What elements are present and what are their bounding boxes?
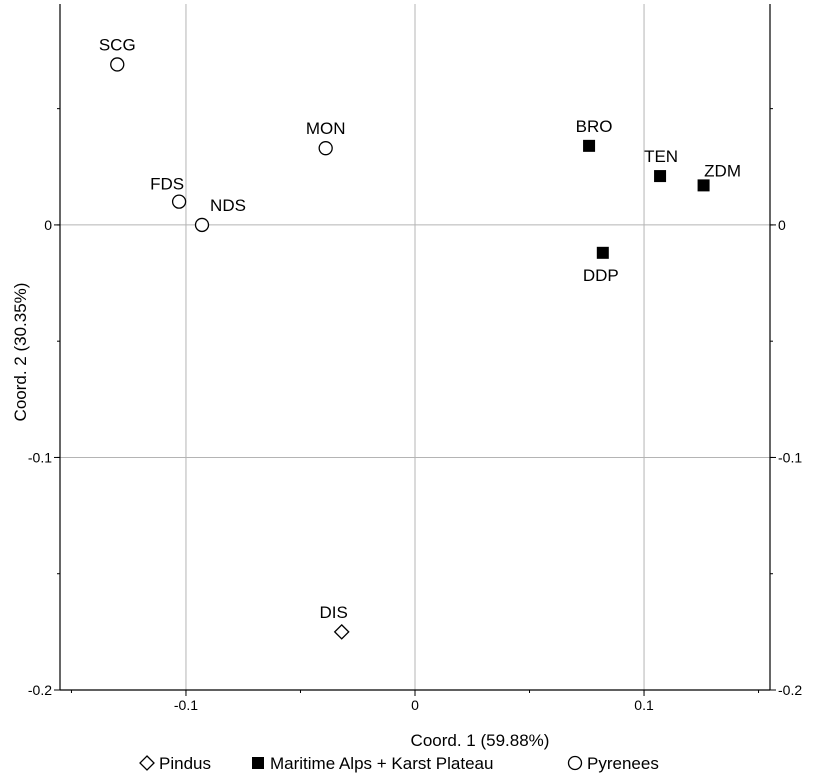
point-label-dis: DIS xyxy=(320,603,348,622)
point-label-bro: BRO xyxy=(576,117,613,136)
x-tick-label: -0.1 xyxy=(174,697,198,713)
data-point-ten xyxy=(654,170,667,183)
data-point-zdm xyxy=(697,179,710,192)
grid xyxy=(60,4,770,691)
y-tick-label: 0 xyxy=(44,217,52,233)
y-tick-label: -0.1 xyxy=(28,449,52,465)
right-tick-label: -0.1 xyxy=(778,449,802,465)
point-label-ten: TEN xyxy=(644,147,678,166)
legend-label-3: Pyrenees xyxy=(587,754,659,773)
legend-marker-3 xyxy=(567,755,583,771)
right-tick-label: -0.2 xyxy=(778,682,802,698)
x-axis-title: Coord. 1 (59.88%) xyxy=(411,731,550,750)
legend: Pindus Maritime Alps + Karst Plateau Pyren… xyxy=(139,754,659,773)
data-point-nds xyxy=(194,217,210,233)
point-label-fds: FDS xyxy=(150,175,184,194)
point-label-mon: MON xyxy=(306,119,346,138)
legend-marker-2 xyxy=(252,757,264,769)
data-point-fds xyxy=(171,194,187,209)
data-point-dis xyxy=(333,623,350,640)
point-label-nds: NDS xyxy=(210,196,246,215)
point-label-ddp: DDP xyxy=(583,266,619,285)
x-tick-label: 0.1 xyxy=(634,697,654,713)
legend-label-2: Maritime Alps + Karst Plateau xyxy=(270,754,493,773)
legend-marker-1 xyxy=(139,755,155,771)
data-point-mon xyxy=(318,141,333,156)
axis-ticks: -0.1 0 0.1 0 -0.1 -0.2 0 -0.1 -0.2 xyxy=(28,108,802,713)
data-point-bro xyxy=(583,139,596,152)
point-label-zdm: ZDM xyxy=(704,161,741,180)
legend-label-1: Pindus xyxy=(159,754,211,773)
data-point-ddp xyxy=(596,246,609,259)
data-point-scg xyxy=(110,57,125,72)
data-points: DIS BRO TEN ZDM DDP SCG MON FDS NDS xyxy=(99,35,741,640)
right-tick-label: 0 xyxy=(778,217,786,233)
y-axis-title: Coord. 2 (30.35%) xyxy=(11,283,30,422)
x-tick-label: 0 xyxy=(411,697,419,713)
point-label-scg: SCG xyxy=(99,35,136,54)
y-tick-label: -0.2 xyxy=(28,682,52,698)
